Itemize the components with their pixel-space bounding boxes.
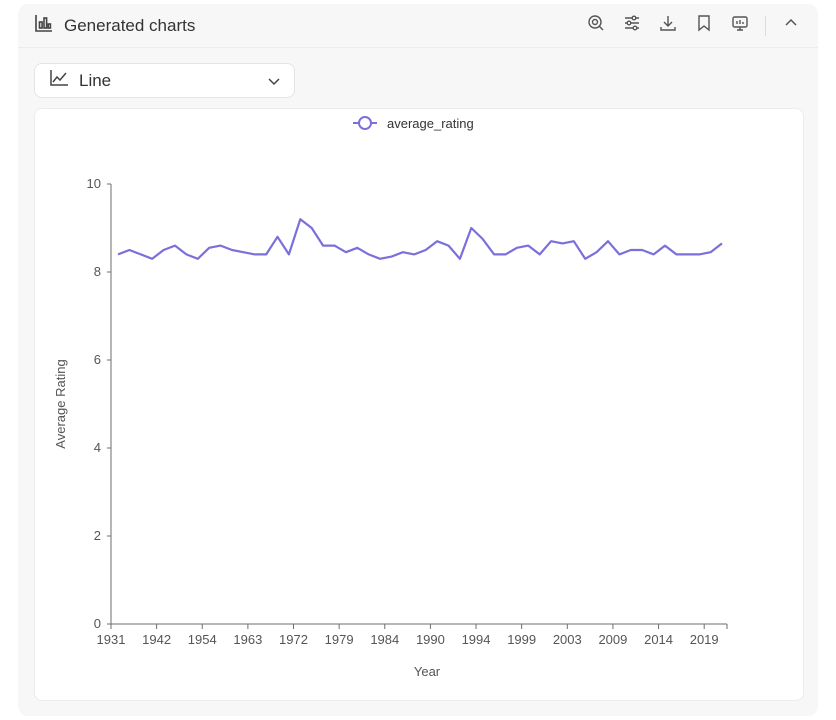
chevron-down-icon bbox=[266, 73, 282, 89]
x-tick-label: 1972 bbox=[279, 632, 308, 647]
y-axis: 0 2 4 6 8 10 Average Rating bbox=[53, 176, 112, 631]
panel-title-group: Generated charts bbox=[34, 13, 195, 38]
x-tick-label: 2019 bbox=[690, 632, 719, 647]
x-tick-label: 1954 bbox=[188, 632, 217, 647]
x-axis-label: Year bbox=[414, 664, 441, 679]
y-axis-label: Average Rating bbox=[53, 359, 68, 448]
present-button[interactable] bbox=[727, 13, 753, 39]
settings-magic-icon bbox=[587, 14, 605, 37]
bookmark-button[interactable] bbox=[691, 13, 717, 39]
chart-bar-icon bbox=[34, 13, 54, 38]
series-line-average-rating bbox=[117, 218, 723, 260]
x-tick-label: 1963 bbox=[233, 632, 262, 647]
collapse-button[interactable] bbox=[778, 13, 804, 39]
x-tick-label: 1990 bbox=[416, 632, 445, 647]
line-chart-icon bbox=[49, 69, 69, 92]
legend-marker bbox=[358, 116, 372, 130]
x-tick-label: 1984 bbox=[370, 632, 399, 647]
chevron-up-icon bbox=[783, 15, 799, 36]
line-chart: average_rating 0 2 4 6 8 10 Average Rating 193… bbox=[53, 116, 728, 679]
y-tick-label: 8 bbox=[94, 264, 101, 279]
x-tick-label: 2003 bbox=[553, 632, 582, 647]
generated-charts-panel: Generated charts bbox=[18, 4, 818, 716]
bookmark-icon bbox=[695, 14, 713, 37]
chart-card: average_rating 0 2 4 6 8 10 Average Rating 193… bbox=[34, 108, 804, 701]
download-button[interactable] bbox=[655, 13, 681, 39]
panel-header: Generated charts bbox=[18, 4, 818, 48]
y-tick-label: 10 bbox=[87, 176, 101, 191]
header-actions bbox=[583, 13, 804, 39]
page-title: Generated charts bbox=[64, 15, 196, 35]
y-tick-label: 2 bbox=[94, 528, 101, 543]
legend-label: average_rating bbox=[387, 116, 474, 131]
x-tick-label: 1979 bbox=[325, 632, 354, 647]
x-tick-label: 1942 bbox=[142, 632, 171, 647]
chart-legend[interactable]: average_rating bbox=[353, 116, 474, 131]
x-axis: 1931 1942 1954 1963 1972 1979 1984 1990 1994 1999… bbox=[97, 623, 728, 679]
settings-magic-button[interactable] bbox=[583, 13, 609, 39]
sliders-icon bbox=[623, 14, 641, 37]
header-divider bbox=[765, 15, 766, 36]
chart-type-select[interactable]: Line bbox=[34, 63, 295, 98]
download-icon bbox=[659, 14, 677, 37]
y-tick-label: 6 bbox=[94, 352, 101, 367]
x-tick-label: 1994 bbox=[462, 632, 491, 647]
x-tick-label: 2014 bbox=[644, 632, 673, 647]
presentation-icon bbox=[731, 14, 749, 37]
chart-type-label: Line bbox=[79, 70, 112, 90]
x-tick-label: 1931 bbox=[97, 632, 126, 647]
series-layer bbox=[117, 218, 723, 260]
chart-settings-button[interactable] bbox=[619, 13, 645, 39]
y-tick-label: 4 bbox=[94, 440, 101, 455]
y-tick-label: 0 bbox=[94, 616, 101, 631]
x-tick-label: 1999 bbox=[507, 632, 536, 647]
x-tick-label: 2009 bbox=[598, 632, 627, 647]
